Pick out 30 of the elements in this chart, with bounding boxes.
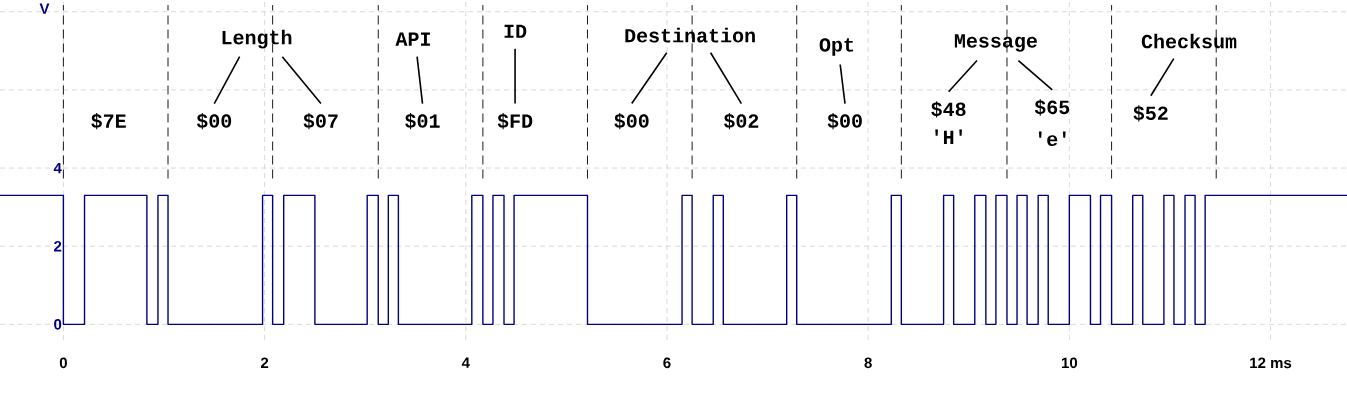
y-axis-title: V [39,3,50,14]
annotation: Message [954,34,1037,52]
annotation: $FD [497,112,533,130]
annotation: $02 [724,112,759,130]
annotation: $52 [1133,105,1168,122]
annotation: $65 [1034,99,1070,116]
annotation: Checksum [1141,33,1237,49]
y-tick-label: 4 [53,162,62,174]
x-tick-label: 8 [864,357,872,369]
x-tick-label: 10 [1061,357,1078,369]
x-tick-label: 2 [260,357,269,368]
annotation: $00 [196,112,232,130]
annotation: Length [222,29,292,49]
annotation: Opt [819,38,854,56]
y-tick-label: 0 [54,319,62,330]
y-tick-label: 2 [54,240,62,252]
x-tick-label: 6 [663,357,671,369]
annotation: $00 [614,112,649,130]
annotation: ID [504,24,527,38]
annotation: $01 [405,112,440,130]
x-tick-label: 12 ms [1250,357,1292,369]
annotation: $00 [827,112,862,130]
annotation: $48 [931,101,966,118]
annotation: $07 [303,112,338,130]
x-tick-label: 4 [461,357,470,368]
annotation: $7E [91,112,126,130]
annotation: 'e' [1038,131,1066,147]
annotation: 'H' [935,129,962,145]
annotation: API [395,32,430,46]
annotation: Destination [625,27,755,43]
